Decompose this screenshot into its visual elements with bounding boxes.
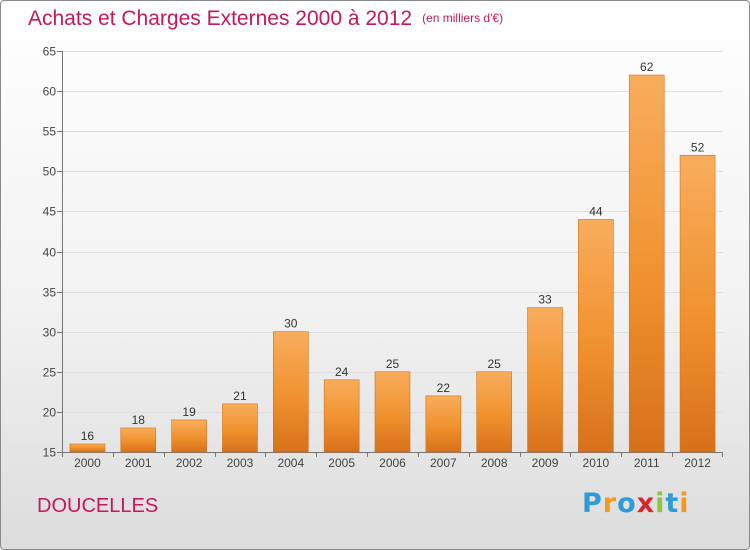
y-tick-label: 25	[43, 366, 57, 380]
bars: 16 18 19 21 30 24 25 22 25 33 44 62 52	[69, 60, 716, 453]
x-tick-label-2003: 2003	[227, 456, 254, 470]
y-tick-label: 30	[43, 326, 57, 340]
logo-letter: i	[655, 488, 666, 519]
value-label-2003: 21	[233, 389, 247, 403]
x-tick-label-2000: 2000	[74, 456, 101, 470]
y-tick-label: 20	[43, 406, 57, 420]
value-label-2006: 25	[386, 357, 400, 371]
value-label-2009: 33	[538, 293, 552, 307]
value-label-2012: 52	[691, 140, 705, 154]
bar-2003	[222, 403, 258, 453]
value-label-2011: 62	[640, 60, 654, 74]
bar-2008	[476, 371, 512, 453]
logo-letter: t	[665, 488, 680, 519]
chart-unit-label: (en milliers d'€)	[422, 11, 504, 25]
proxiti-logo: Proxiti	[582, 488, 690, 519]
chart-title-text: Achats et Charges Externes 2000 à 2012	[28, 7, 413, 30]
y-tick-label: 35	[43, 286, 57, 300]
bar-2001	[120, 427, 157, 453]
y-tick-label: 15	[43, 446, 57, 460]
x-tick-label-2010: 2010	[583, 456, 610, 470]
bar-2004	[273, 331, 309, 453]
x-tick-label-2005: 2005	[328, 456, 355, 470]
y-tick-label: 65	[43, 45, 57, 59]
y-tick-label: 45	[43, 205, 57, 219]
x-tick-label-2012: 2012	[684, 456, 711, 470]
value-label-2002: 19	[182, 405, 196, 419]
axes	[62, 51, 723, 453]
y-tick-label: 40	[43, 246, 57, 260]
x-tick-label-2009: 2009	[532, 456, 559, 470]
bar-2006	[374, 371, 411, 453]
bar-2012	[679, 154, 716, 453]
y-tick-label: 55	[43, 125, 57, 139]
value-label-2000: 16	[81, 429, 95, 443]
logo-letter: o	[617, 488, 637, 519]
x-tick-label-2001: 2001	[125, 456, 152, 470]
bar-2005	[323, 379, 360, 453]
logo-letter: x	[636, 488, 656, 519]
chart-title: Achats et Charges Externes 2000 à 2012 (e…	[28, 7, 503, 31]
value-label-2005: 24	[335, 365, 349, 379]
x-tick-label-2006: 2006	[379, 456, 406, 470]
y-axis-ticks: 15 20 25 30 35 40 45 50 55 60 65	[43, 45, 62, 460]
logo-letter: i	[679, 488, 690, 519]
bar-2009	[527, 307, 563, 453]
x-tick-label-2008: 2008	[481, 456, 508, 470]
x-tick-label-2002: 2002	[176, 456, 203, 470]
bar-2010	[578, 219, 614, 453]
value-label-2007: 22	[437, 381, 451, 395]
value-label-2004: 30	[284, 317, 298, 331]
bar-2007	[425, 395, 462, 453]
value-label-2008: 25	[488, 357, 502, 371]
y-tick-label: 50	[43, 165, 57, 179]
bar-2002	[171, 419, 207, 453]
x-tick-label-2007: 2007	[430, 456, 457, 470]
logo-letter: r	[602, 488, 618, 519]
x-tick-label-2004: 2004	[277, 456, 304, 470]
commune-name: DOUCELLES	[37, 495, 159, 517]
x-axis-ticks: 2000 2001 2002 2003 2004 2005 2006 2007 2008 2009…	[62, 452, 723, 470]
bar-2011	[628, 74, 665, 453]
y-tick-label: 60	[43, 85, 57, 99]
bar-2000	[69, 443, 106, 453]
value-label-2001: 18	[132, 413, 146, 427]
x-tick-label-2011: 2011	[634, 456, 660, 470]
logo-letter: P	[582, 488, 603, 519]
value-label-2010: 44	[589, 204, 603, 218]
